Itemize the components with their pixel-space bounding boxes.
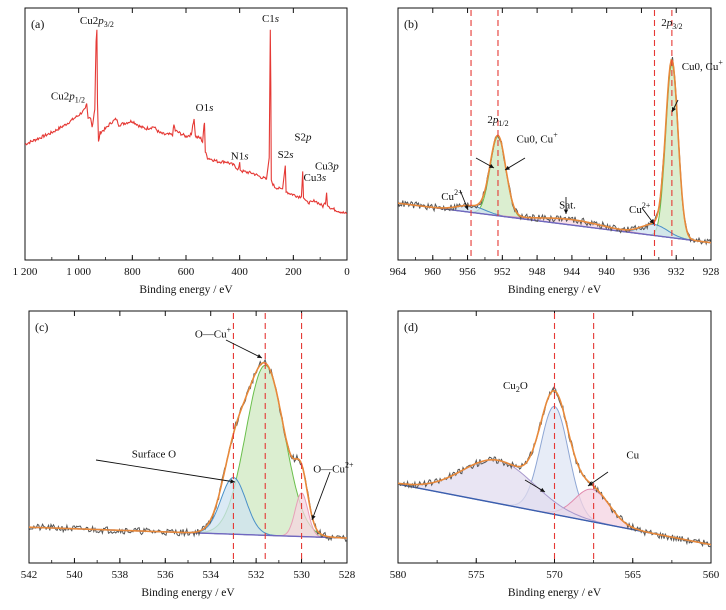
panel-label: (d) bbox=[404, 320, 418, 334]
x-axis-label: Binding energy / eV bbox=[508, 284, 602, 296]
x-tick-label: 542 bbox=[21, 569, 38, 581]
panel-b: (b) 964 960 956 952 948 944 940 936 932 928 Binding… bbox=[390, 7, 724, 296]
plot-area bbox=[29, 358, 347, 543]
x-tick-label: 936 bbox=[633, 266, 650, 278]
x-tick-label: 534 bbox=[202, 569, 219, 581]
peak-annotation: Cu3p bbox=[315, 160, 339, 172]
x-tick-label: 530 bbox=[293, 569, 310, 581]
x-tick-label: 540 bbox=[66, 569, 83, 581]
panel-label: (c) bbox=[35, 320, 48, 334]
x-tick-label: 580 bbox=[390, 569, 407, 581]
peak-annotation: Sat. bbox=[559, 200, 576, 212]
annotation-arrowhead bbox=[563, 209, 569, 214]
x-tick-label: 532 bbox=[248, 569, 265, 581]
plot-area bbox=[25, 29, 347, 215]
annotation-arrowhead bbox=[257, 354, 262, 358]
annotation-arrow bbox=[311, 471, 331, 521]
x-tick-label: 952 bbox=[494, 266, 511, 278]
peak-annotation: Cu2O bbox=[503, 380, 528, 394]
x-tick-label: 960 bbox=[425, 266, 442, 278]
fit-component-peak bbox=[29, 492, 347, 539]
x-tick-label: 0 bbox=[344, 266, 350, 278]
panel-a: (a) 1 200 1 000 800 600 400 200 0 Binding energy… bbox=[13, 7, 350, 296]
x-tick-label: 956 bbox=[459, 266, 476, 278]
peak-annotation: N1s bbox=[231, 151, 249, 163]
x-tick-label: 1 000 bbox=[66, 266, 91, 278]
peak-annotation: 2p3/2 bbox=[661, 17, 682, 31]
annotation-arrow bbox=[225, 339, 263, 359]
annotation-arrowhead bbox=[489, 163, 494, 168]
plot-area bbox=[398, 56, 711, 246]
envelope-fit-line bbox=[398, 389, 711, 546]
x-tick-label: 200 bbox=[285, 266, 302, 278]
x-tick-label: 538 bbox=[112, 569, 129, 581]
x-tick-label: 948 bbox=[529, 266, 546, 278]
x-tick-label: 1 200 bbox=[13, 266, 38, 278]
x-tick-label: 932 bbox=[668, 266, 685, 278]
panel-label: (b) bbox=[404, 17, 418, 31]
peak-annotation: O—Cu2+ bbox=[313, 461, 354, 476]
x-axis-label: Binding energy / eV bbox=[139, 284, 233, 296]
annotation-arrowhead bbox=[588, 481, 593, 486]
x-tick-label: 575 bbox=[468, 569, 485, 581]
x-tick-label: 964 bbox=[390, 266, 407, 278]
peak-annotation: 2p1/2 bbox=[487, 114, 508, 128]
annotation-arrowhead bbox=[230, 479, 235, 484]
peak-annotation: Surface O bbox=[132, 448, 176, 460]
x-tick-label: 560 bbox=[703, 569, 720, 581]
peak-annotation: O1s bbox=[196, 102, 214, 114]
annotation-arrow bbox=[95, 459, 236, 483]
x-tick-label: 928 bbox=[703, 266, 720, 278]
x-tick-label: 528 bbox=[339, 569, 356, 581]
x-tick-label: 944 bbox=[564, 266, 581, 278]
peak-annotation: Cu0, Cu+ bbox=[517, 131, 559, 146]
x-tick-label: 565 bbox=[625, 569, 642, 581]
x-tick-label: 570 bbox=[546, 569, 563, 581]
annotation-arrowhead bbox=[649, 219, 654, 224]
peak-annotation: Cu3s bbox=[303, 172, 326, 184]
peak-annotation: S2s bbox=[278, 149, 294, 161]
envelope-fit-line bbox=[29, 361, 347, 539]
x-axis-label: Binding energy / eV bbox=[141, 587, 235, 599]
peak-annotation: Cu2p1/2 bbox=[51, 91, 85, 105]
x-tick-label: 940 bbox=[598, 266, 615, 278]
survey-spectrum-line bbox=[25, 29, 347, 215]
peak-annotation: Cu bbox=[626, 449, 639, 461]
envelope-fit-line bbox=[398, 58, 711, 244]
x-tick-label: 536 bbox=[157, 569, 174, 581]
x-tick-label: 800 bbox=[124, 266, 141, 278]
annotation-arrowhead bbox=[311, 515, 316, 520]
peak-annotation: C1s bbox=[262, 13, 279, 25]
x-tick-label: 600 bbox=[178, 266, 195, 278]
x-axis-label: Binding energy / eV bbox=[508, 587, 602, 599]
peak-annotation: O—Cu+ bbox=[195, 326, 232, 341]
peak-annotation: S2p bbox=[294, 131, 312, 143]
peak-annotation: Cu2+ bbox=[441, 188, 463, 203]
panel-label: (a) bbox=[31, 17, 44, 31]
annotation-arrowhead bbox=[505, 165, 510, 170]
peak-annotation: Cu2+ bbox=[629, 201, 651, 216]
panel-c: (c) 542 540 538 536 534 532 530 528 Binding energ… bbox=[21, 310, 356, 599]
annotation-arrowhead bbox=[540, 487, 545, 492]
annotation-arrowhead bbox=[464, 205, 469, 210]
peak-annotation: Cu2p3/2 bbox=[80, 15, 114, 29]
peak-annotation: Cu0, Cu+ bbox=[682, 58, 724, 73]
x-tick-label: 400 bbox=[231, 266, 248, 278]
annotation-arrowhead bbox=[672, 107, 676, 112]
